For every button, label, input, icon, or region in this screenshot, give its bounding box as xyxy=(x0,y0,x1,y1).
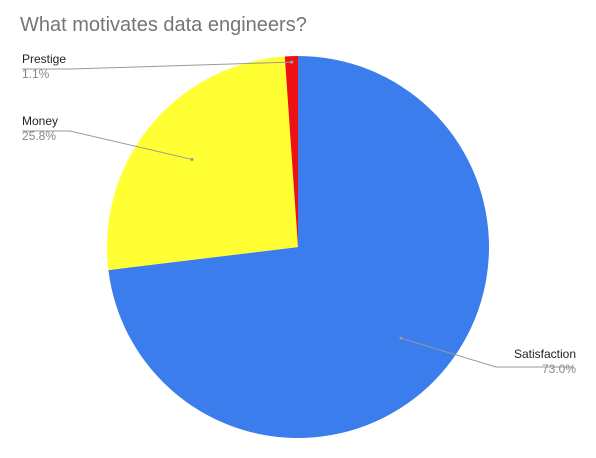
pie-slice-satisfaction xyxy=(108,56,489,438)
leader-line-money xyxy=(22,130,193,160)
leader-line-satisfaction xyxy=(400,337,574,368)
slice-label-money: Money xyxy=(22,114,58,128)
slice-label-satisfaction: Satisfaction xyxy=(514,347,576,361)
pie-slice-money xyxy=(107,56,298,271)
slice-label-prestige: Prestige xyxy=(22,52,66,66)
slice-percent-prestige: 1.1% xyxy=(22,67,50,81)
slice-percent-satisfaction: 73.0% xyxy=(542,362,576,376)
leader-dot-prestige xyxy=(290,60,294,64)
leader-line-prestige xyxy=(22,61,292,70)
leader-dot-satisfaction xyxy=(399,336,403,340)
slice-percent-money: 25.8% xyxy=(22,129,56,143)
pie-slices xyxy=(107,56,489,438)
pie-slice-prestige xyxy=(284,56,298,247)
chart-title: What motivates data engineers? xyxy=(20,14,307,36)
leader-dot-money xyxy=(190,157,194,162)
